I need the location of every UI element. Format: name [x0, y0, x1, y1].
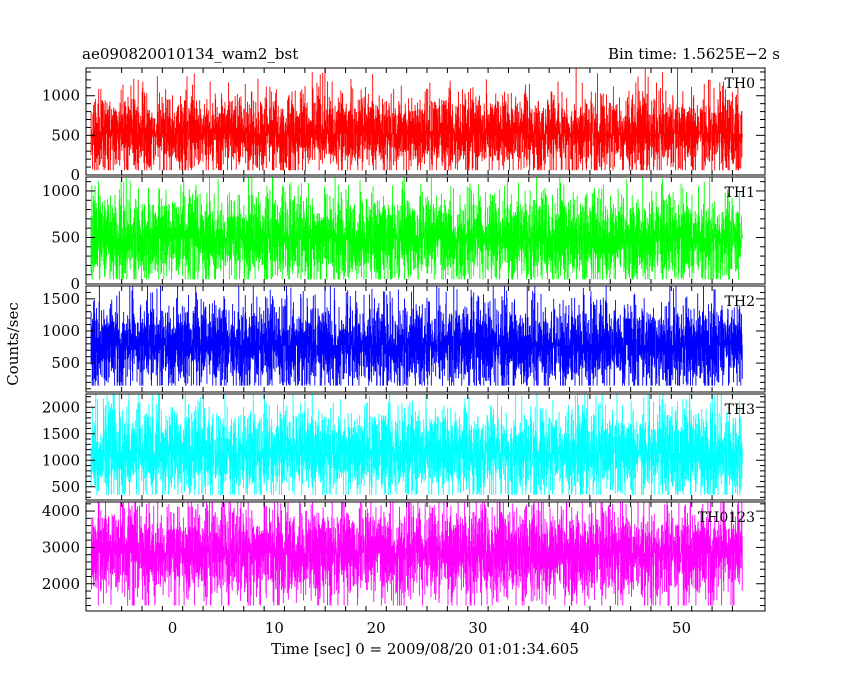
- y-tick-label: 500: [51, 228, 80, 246]
- panel-label: TH1: [725, 185, 755, 201]
- panel-frame: [85, 393, 766, 501]
- y-tick-label: 1000: [42, 322, 80, 340]
- y-tick-label: 500: [51, 478, 80, 496]
- panel-label: TH0123: [698, 510, 755, 526]
- y-tick-label: 0: [70, 166, 80, 184]
- panel-label: TH0: [725, 76, 755, 92]
- series-th0123: [90, 502, 743, 606]
- y-tick-label: 0: [70, 275, 80, 293]
- x-tick-label: 20: [367, 619, 386, 637]
- panel-label: TH3: [725, 402, 755, 418]
- x-axis-label: Time [sec] 0 = 2009/08/20 01:01:34.605: [271, 640, 579, 658]
- x-tick-label: 10: [265, 619, 284, 637]
- y-tick-label: 2000: [42, 398, 80, 416]
- x-tick-label: 50: [672, 619, 691, 637]
- y-tick-label: 1000: [42, 87, 80, 105]
- series-th1: [90, 177, 743, 280]
- panel-th0123: 2000 3000 4000 TH0123: [42, 501, 766, 612]
- y-tick-label: 4000: [42, 502, 80, 520]
- y-tick-label: 2000: [42, 575, 80, 593]
- x-tick-label: 40: [570, 619, 589, 637]
- series-th2: [90, 286, 743, 386]
- y-tick-label: 500: [51, 126, 80, 144]
- x-tick-label: 30: [468, 619, 487, 637]
- series-th3: [90, 394, 743, 495]
- panel-label: TH2: [725, 294, 755, 310]
- panel-frame: [85, 176, 766, 285]
- series-th0: [90, 68, 743, 171]
- y-axis-label: Counts/sec: [4, 302, 22, 386]
- chart-title: ae090820010134_wam2_bst: [82, 45, 298, 63]
- panel-frame: [85, 501, 766, 612]
- y-tick-label: 3000: [42, 538, 80, 556]
- y-tick-label: 500: [51, 354, 80, 372]
- y-tick-label: 1500: [42, 290, 80, 308]
- y-tick-label: 1500: [42, 425, 80, 443]
- panel-th0: 0 500 1000 TH0: [42, 67, 766, 184]
- x-tick-label: 0: [168, 619, 178, 637]
- panel-th3: 500 1000 1500 2000 TH3: [42, 393, 766, 501]
- y-tick-label: 1000: [42, 451, 80, 469]
- panel-th1: 0 500 1000 TH1: [42, 176, 766, 293]
- panel-frame: [85, 67, 766, 176]
- bin-time-label: Bin time: 1.5625E−2 s: [608, 45, 780, 63]
- panel-frame: [85, 285, 766, 393]
- y-tick-label: 1000: [42, 182, 80, 200]
- panel-th2: 500 1000 1500 TH2: [42, 285, 766, 393]
